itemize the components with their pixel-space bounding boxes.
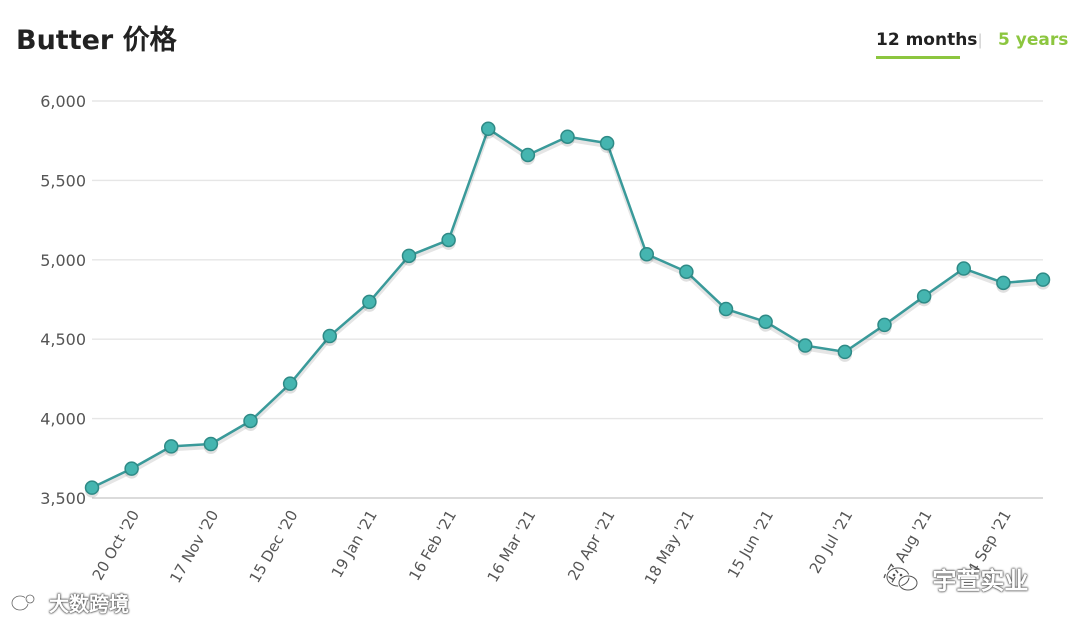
data-point[interactable] — [798, 338, 813, 353]
watermark-right: 宇萱实业 — [884, 561, 1028, 599]
tab-12-months[interactable]: 12 months — [876, 30, 978, 50]
watermark-right-text: 宇萱实业 — [932, 567, 1029, 595]
y-tick-label: 5,500 — [40, 171, 86, 190]
y-tick-label: 6,000 — [40, 92, 86, 111]
series-layer — [84, 121, 1051, 498]
data-point[interactable] — [718, 301, 734, 317]
data-point[interactable] — [164, 439, 179, 454]
wechat-icon — [884, 565, 920, 599]
x-tick-label: 18 May '21 — [641, 507, 698, 588]
data-point[interactable] — [282, 376, 298, 391]
data-point[interactable] — [996, 275, 1011, 291]
page-title: Butter 价格 — [16, 18, 177, 57]
data-point[interactable] — [560, 129, 575, 144]
y-tick-label: 5,000 — [40, 251, 86, 270]
tab-5-years[interactable]: 5 years — [998, 30, 1069, 50]
data-point[interactable] — [124, 461, 139, 476]
data-point[interactable] — [837, 344, 853, 360]
data-point[interactable] — [639, 246, 654, 262]
data-point[interactable] — [84, 480, 100, 495]
data-point[interactable] — [520, 147, 536, 163]
range-tabs: 12 months | 5 years — [870, 30, 1068, 62]
x-tick-label: 20 Jul '21 — [806, 507, 857, 577]
tab-separator: | — [978, 32, 983, 49]
watermark-left-text: 大数跨境 — [48, 592, 129, 616]
data-point[interactable] — [679, 264, 694, 279]
y-tick-label: 4,000 — [40, 410, 86, 429]
data-point[interactable] — [441, 232, 456, 248]
watermark-left: 大数跨境 — [10, 588, 129, 618]
data-point[interactable] — [322, 328, 337, 344]
x-tick-label: 16 Feb '21 — [405, 507, 460, 584]
title-text: Butter 价格 — [16, 25, 177, 56]
data-point[interactable] — [916, 289, 932, 304]
data-point[interactable] — [203, 436, 219, 452]
data-point[interactable] — [362, 294, 377, 310]
data-point[interactable] — [877, 317, 892, 333]
data-point[interactable] — [1035, 272, 1051, 287]
active-tab-underline — [876, 56, 960, 59]
x-tick-label: 15 Dec '20 — [246, 507, 302, 586]
x-axis-ticks: 20 Oct '20 17 Nov '20 15 Dec '20 19 Jan '21… — [89, 507, 1015, 588]
data-point[interactable] — [599, 135, 615, 151]
x-tick-label: 15 Jun '21 — [724, 507, 777, 581]
x-tick-label: 20 Apr '21 — [564, 507, 618, 583]
data-point[interactable] — [401, 248, 417, 264]
y-axis-ticks: 6,000 5,500 5,000 4,500 4,000 3,500 — [40, 92, 86, 508]
data-point[interactable] — [956, 261, 971, 276]
grid-lines — [92, 100, 1043, 499]
x-tick-label: 19 Jan '21 — [328, 507, 381, 581]
data-point[interactable] — [758, 314, 773, 329]
x-tick-label: 17 Nov '20 — [166, 507, 222, 586]
data-point[interactable] — [243, 413, 258, 429]
data-point[interactable] — [481, 121, 496, 137]
x-tick-label: 16 Mar '21 — [484, 507, 540, 585]
y-tick-label: 4,500 — [40, 330, 86, 349]
series-line-shadow — [91, 128, 1044, 493]
y-tick-label: 3,500 — [40, 489, 86, 508]
chat-bubble-icon — [10, 593, 38, 618]
x-tick-label: 20 Oct '20 — [89, 507, 143, 583]
